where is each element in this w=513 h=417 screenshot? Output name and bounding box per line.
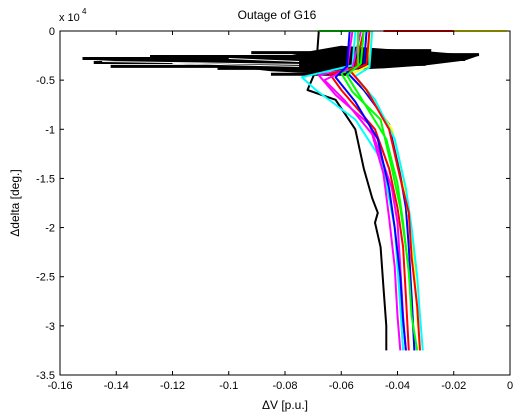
y-tick-label: -2.5 <box>36 272 55 284</box>
y-axis-label: Δdelta [deg.] <box>8 169 22 236</box>
series-line <box>354 30 424 351</box>
series-line <box>348 30 421 351</box>
x-tick-label: -0.08 <box>272 380 297 392</box>
y-tick-label: -3 <box>45 321 55 333</box>
spike-highlight <box>228 58 300 62</box>
series-line <box>306 30 388 351</box>
x-tick-label: -0.06 <box>329 380 354 392</box>
black-spike-fill <box>82 45 480 74</box>
y-tick-label: 0 <box>49 26 55 38</box>
y-tick-label: -1.5 <box>36 173 55 185</box>
x-tick-label: -0.04 <box>385 380 410 392</box>
spike-highlight <box>102 60 300 65</box>
y-tick-label: -3.5 <box>36 370 55 382</box>
y-exponent-base: x 10 <box>59 12 80 24</box>
y-tick-label: -1 <box>45 124 55 136</box>
y-exponent-power: 4 <box>82 7 87 16</box>
series-line <box>345 30 419 351</box>
series-line <box>334 30 407 351</box>
plot-area <box>82 30 508 351</box>
x-tick-label: -0.02 <box>441 380 466 392</box>
x-tick-label: -0.16 <box>47 380 72 392</box>
x-tick-label: 0 <box>507 380 513 392</box>
x-tick-label: -0.12 <box>160 380 185 392</box>
x-axis-ticks: -0.16 -0.14 -0.12 -0.1 -0.08 -0.06 -0.04 -0.02 0 <box>47 31 513 392</box>
y-tick-label: -0.5 <box>36 75 55 87</box>
x-tick-label: -0.14 <box>104 380 129 392</box>
x-axis-label: ΔV [p.u.] <box>262 398 308 412</box>
black-spike-region <box>82 45 480 76</box>
spike-highlight <box>172 62 300 67</box>
y-tick-label: -2 <box>45 223 55 235</box>
x-tick-label: -0.1 <box>219 380 238 392</box>
y-exponent-label: x 10 4 <box>59 7 87 24</box>
series-line <box>323 30 402 351</box>
chart-title: Outage of G16 <box>238 8 317 22</box>
y-axis-ticks: 0 -0.5 -1 -1.5 -2 -2.5 -3 -3.5 <box>36 26 510 382</box>
series-lines <box>300 30 508 351</box>
